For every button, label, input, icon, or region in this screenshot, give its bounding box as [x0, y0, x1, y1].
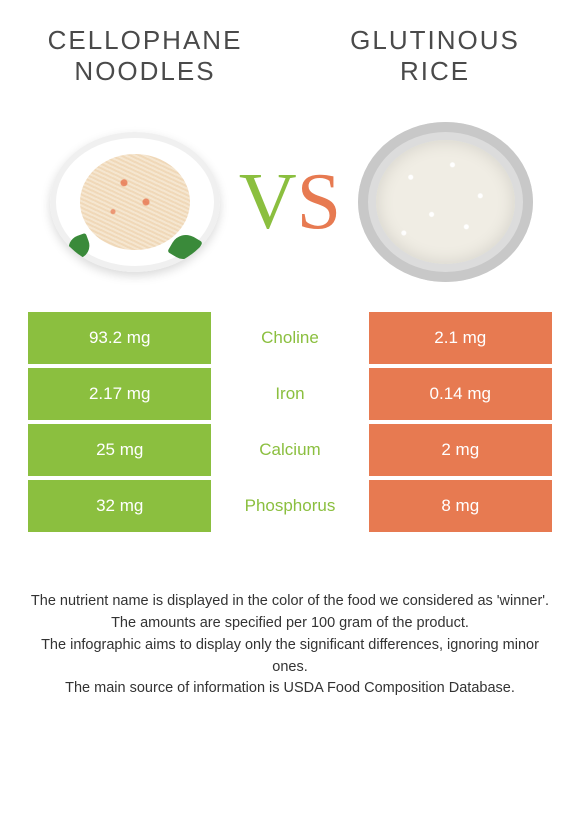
- nutrient: Iron: [211, 368, 368, 420]
- right-food-image: [355, 122, 535, 282]
- right-value: 2 mg: [369, 424, 552, 476]
- nutrient: Choline: [211, 312, 368, 364]
- left-title: CELLOPHANE NOODLES: [0, 25, 290, 87]
- table-row: 2.17 mg Iron 0.14 mg: [28, 368, 552, 420]
- titles-row: CELLOPHANE NOODLES GLUTINOUS RICE: [0, 0, 580, 102]
- footer-notes: The nutrient name is displayed in the co…: [0, 536, 580, 700]
- bowl-icon: [358, 122, 533, 282]
- rice-icon: [376, 140, 515, 264]
- plate-icon: [50, 132, 220, 272]
- right-value: 0.14 mg: [369, 368, 552, 420]
- table-row: 93.2 mg Choline 2.1 mg: [28, 312, 552, 364]
- left-title-line1: CELLOPHANE: [0, 25, 290, 56]
- table-row: 25 mg Calcium 2 mg: [28, 424, 552, 476]
- left-food-image: [45, 122, 225, 282]
- right-title-line1: GLUTINOUS: [290, 25, 580, 56]
- left-value: 93.2 mg: [28, 312, 211, 364]
- right-value: 8 mg: [369, 480, 552, 532]
- nutrient: Phosphorus: [211, 480, 368, 532]
- hero-row: VS: [0, 102, 580, 312]
- right-title: GLUTINOUS RICE: [290, 25, 580, 87]
- table-row: 32 mg Phosphorus 8 mg: [28, 480, 552, 532]
- left-title-line2: NOODLES: [0, 56, 290, 87]
- noodles-icon: [80, 154, 190, 250]
- right-value: 2.1 mg: [369, 312, 552, 364]
- vs-s: S: [297, 162, 342, 242]
- left-value: 25 mg: [28, 424, 211, 476]
- left-value: 2.17 mg: [28, 368, 211, 420]
- footer-line: The main source of information is USDA F…: [25, 678, 555, 700]
- footer-line: The amounts are specified per 100 gram o…: [25, 613, 555, 635]
- vs-label: VS: [239, 162, 341, 242]
- left-value: 32 mg: [28, 480, 211, 532]
- footer-line: The nutrient name is displayed in the co…: [25, 591, 555, 613]
- vs-v: V: [239, 162, 297, 242]
- nutrient: Calcium: [211, 424, 368, 476]
- right-title-line2: RICE: [290, 56, 580, 87]
- footer-line: The infographic aims to display only the…: [25, 635, 555, 679]
- leaf-icon: [65, 233, 93, 261]
- comparison-table: 93.2 mg Choline 2.1 mg 2.17 mg Iron 0.14…: [0, 312, 580, 532]
